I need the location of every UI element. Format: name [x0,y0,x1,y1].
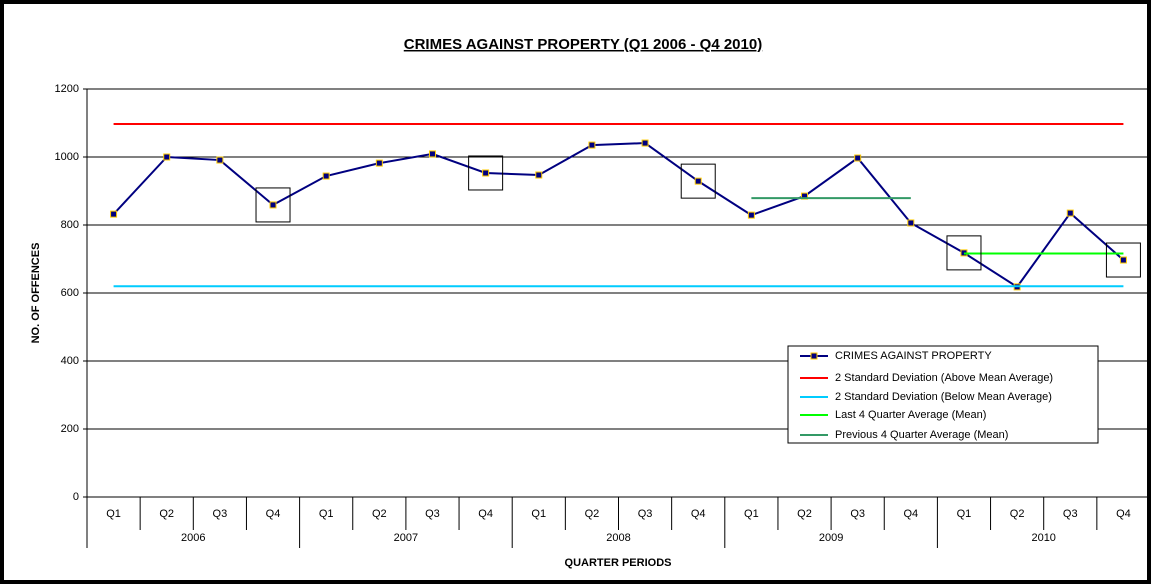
highlight-box [255,187,291,223]
point [588,141,596,149]
x-tick-label: Q3 [425,508,440,520]
x-tick-label: Q1 [744,508,759,520]
y-tick-label: 800 [61,219,79,231]
y-tick-label: 1200 [55,83,79,95]
point [854,154,862,162]
x-tick-label: Q2 [372,508,387,520]
x-tick-label: Q3 [850,508,865,520]
point [747,211,755,219]
legend-label: CRIMES AGAINST PROPERTY [835,350,992,362]
legend-label: 2 Standard Deviation (Below Mean Average… [835,391,1052,403]
x-tick-label: Q2 [159,508,174,520]
point [1119,256,1127,264]
x-tick-label: Q4 [266,508,281,520]
highlight-box [1105,242,1141,278]
y-tick-label: 400 [61,355,79,367]
legend-marker [810,352,818,360]
point [482,169,490,177]
point [216,156,224,164]
chart-title: CRIMES AGAINST PROPERTY (Q1 2006 - Q4 20… [404,36,762,53]
y-tick-label: 200 [61,423,79,435]
x-tick-label: Q1 [106,508,121,520]
x-tick-label: Q1 [957,508,972,520]
x-tick-label: Q2 [1010,508,1025,520]
series-line [112,142,1125,289]
point [110,210,118,218]
point [375,159,383,167]
x-group-label: 2006 [181,532,205,544]
x-tick-label: Q2 [585,508,600,520]
point [428,150,436,158]
y-tick-label: 600 [61,287,79,299]
x-tick-label: Q4 [1116,508,1131,520]
x-tick-label: Q3 [1063,508,1078,520]
x-tick-label: Q1 [531,508,546,520]
legend-label: Last 4 Quarter Average (Mean) [835,409,986,421]
x-tick-label: Q4 [478,508,493,520]
x-tick-label: Q4 [903,508,918,520]
x-tick-label: Q2 [797,508,812,520]
point [641,139,649,147]
y-axis-label: NO. OF OFFENCES [30,243,42,344]
x-group-label: 2010 [1031,532,1055,544]
highlight-box [680,163,716,199]
highlight-box [946,235,982,271]
legend-label: Previous 4 Quarter Average (Mean) [835,429,1008,441]
x-tick-label: Q4 [691,508,706,520]
point [269,201,277,209]
point [322,172,330,180]
x-group-label: 2009 [819,532,843,544]
y-tick-label: 0 [73,491,79,503]
legend-box [787,345,1099,444]
x-tick-label: Q3 [638,508,653,520]
x-tick-label: Q1 [319,508,334,520]
x-tick-label: Q3 [213,508,228,520]
point [694,177,702,185]
point [907,219,915,227]
highlight-box [468,155,504,191]
x-axis-label: QUARTER PERIODS [565,557,672,569]
point [535,171,543,179]
legend-label: 2 Standard Deviation (Above Mean Average… [835,372,1053,384]
x-group-label: 2007 [394,532,418,544]
y-tick-label: 1000 [55,151,79,163]
point [163,153,171,161]
x-group-label: 2008 [606,532,630,544]
point [1066,209,1074,217]
